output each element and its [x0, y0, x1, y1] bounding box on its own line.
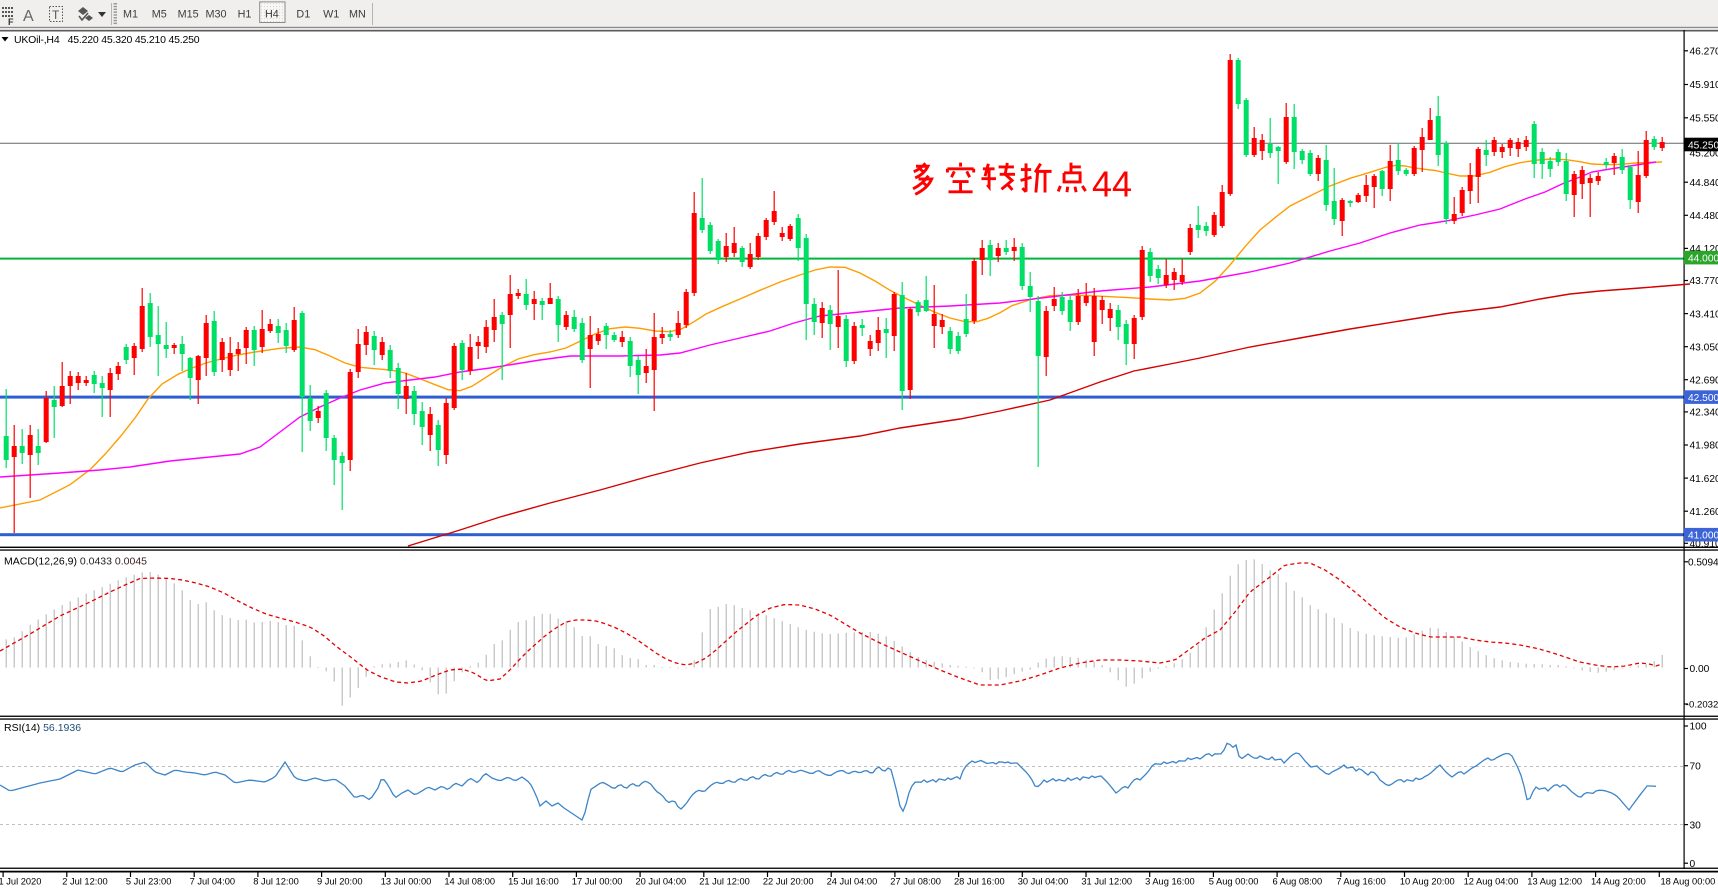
svg-text:21 Jul 12:00: 21 Jul 12:00 [699, 877, 750, 887]
svg-text:24 Jul 04:00: 24 Jul 04:00 [827, 877, 878, 887]
svg-text:30: 30 [1690, 820, 1702, 831]
svg-text:7 Jul 04:00: 7 Jul 04:00 [190, 877, 236, 887]
svg-text:6 Aug 08:00: 6 Aug 08:00 [1273, 877, 1323, 887]
svg-text:M1: M1 [123, 9, 138, 21]
svg-text:17 Jul 00:00: 17 Jul 00:00 [572, 877, 623, 887]
svg-text:H1: H1 [238, 9, 252, 21]
svg-text:1 Jul 2020: 1 Jul 2020 [0, 877, 41, 887]
svg-text:43.050: 43.050 [1690, 342, 1718, 353]
svg-text:A: A [23, 8, 34, 25]
svg-text:T: T [52, 8, 60, 22]
svg-text:13 Aug 12:00: 13 Aug 12:00 [1527, 877, 1582, 887]
svg-text:41.620: 41.620 [1690, 474, 1718, 485]
svg-text:44.000: 44.000 [1688, 253, 1718, 264]
svg-text:M5: M5 [152, 9, 167, 21]
svg-text:41.000: 41.000 [1688, 531, 1718, 542]
svg-text:45.250: 45.250 [1688, 140, 1718, 151]
svg-text:44.480: 44.480 [1690, 211, 1718, 222]
svg-text:43.410: 43.410 [1690, 309, 1718, 320]
svg-text:41.260: 41.260 [1690, 507, 1718, 518]
svg-text:D1: D1 [296, 9, 310, 21]
svg-text:44.840: 44.840 [1690, 178, 1718, 189]
svg-text:RSI(14) 56.1936: RSI(14) 56.1936 [4, 722, 81, 734]
svg-text:F: F [8, 17, 14, 27]
svg-text:10 Aug 20:00: 10 Aug 20:00 [1400, 877, 1455, 887]
svg-text:43.770: 43.770 [1690, 276, 1718, 287]
svg-text:12 Aug 04:00: 12 Aug 04:00 [1464, 877, 1519, 887]
svg-text:27 Jul 08:00: 27 Jul 08:00 [890, 877, 941, 887]
svg-text:5 Aug 00:00: 5 Aug 00:00 [1209, 877, 1259, 887]
svg-text:W1: W1 [323, 9, 339, 21]
svg-text:45.200: 45.200 [1690, 149, 1718, 160]
svg-text:0.00: 0.00 [1690, 664, 1710, 675]
svg-text:-0.2032: -0.2032 [1686, 700, 1718, 711]
svg-text:31 Jul 12:00: 31 Jul 12:00 [1081, 877, 1132, 887]
svg-text:MN: MN [349, 9, 366, 21]
svg-text:42.690: 42.690 [1690, 375, 1718, 386]
svg-text:M30: M30 [205, 9, 226, 21]
svg-text:9 Jul 20:00: 9 Jul 20:00 [317, 877, 363, 887]
svg-text:42.500: 42.500 [1688, 393, 1718, 404]
svg-text:0: 0 [1690, 859, 1696, 870]
svg-text:40.910: 40.910 [1690, 539, 1718, 550]
svg-text:M15: M15 [178, 9, 199, 21]
svg-text:44.120: 44.120 [1690, 244, 1718, 255]
svg-text:0.5094: 0.5094 [1688, 558, 1718, 569]
svg-text:14 Aug 20:00: 14 Aug 20:00 [1591, 877, 1646, 887]
svg-text:100: 100 [1690, 722, 1707, 733]
svg-text:28 Jul 16:00: 28 Jul 16:00 [954, 877, 1005, 887]
svg-text:13 Jul 00:00: 13 Jul 00:00 [381, 877, 432, 887]
svg-text:MACD(12,26,9) 0.0433 0.0045: MACD(12,26,9) 0.0433 0.0045 [4, 556, 147, 568]
svg-text:3 Aug 16:00: 3 Aug 16:00 [1145, 877, 1195, 887]
svg-text:42.340: 42.340 [1690, 408, 1718, 419]
svg-text:15 Jul 16:00: 15 Jul 16:00 [508, 877, 559, 887]
svg-text:5 Jul 23:00: 5 Jul 23:00 [126, 877, 171, 887]
svg-text:18 Aug 00:00: 18 Aug 00:00 [1661, 877, 1716, 887]
svg-text:7 Aug 16:00: 7 Aug 16:00 [1336, 877, 1386, 887]
svg-text:30 Jul 04:00: 30 Jul 04:00 [1018, 877, 1069, 887]
svg-text:46.270: 46.270 [1690, 47, 1718, 58]
svg-text:22 Jul 20:00: 22 Jul 20:00 [763, 877, 814, 887]
svg-text:45.910: 45.910 [1690, 80, 1718, 91]
svg-text:H4: H4 [265, 9, 279, 21]
svg-text:2 Jul 12:00: 2 Jul 12:00 [62, 877, 107, 887]
svg-text:14 Jul 08:00: 14 Jul 08:00 [444, 877, 495, 887]
svg-text:70: 70 [1690, 761, 1702, 772]
svg-text:UKOil-,H4 45.220 45.320 45.2: UKOil-,H4 45.220 45.320 45.210 45.250 [14, 34, 200, 46]
svg-text:20 Jul 04:00: 20 Jul 04:00 [636, 877, 687, 887]
svg-text:41.980: 41.980 [1690, 441, 1718, 452]
svg-text:45.550: 45.550 [1690, 114, 1718, 125]
svg-text:8 Jul 12:00: 8 Jul 12:00 [253, 877, 298, 887]
svg-text:44: 44 [1092, 164, 1132, 205]
